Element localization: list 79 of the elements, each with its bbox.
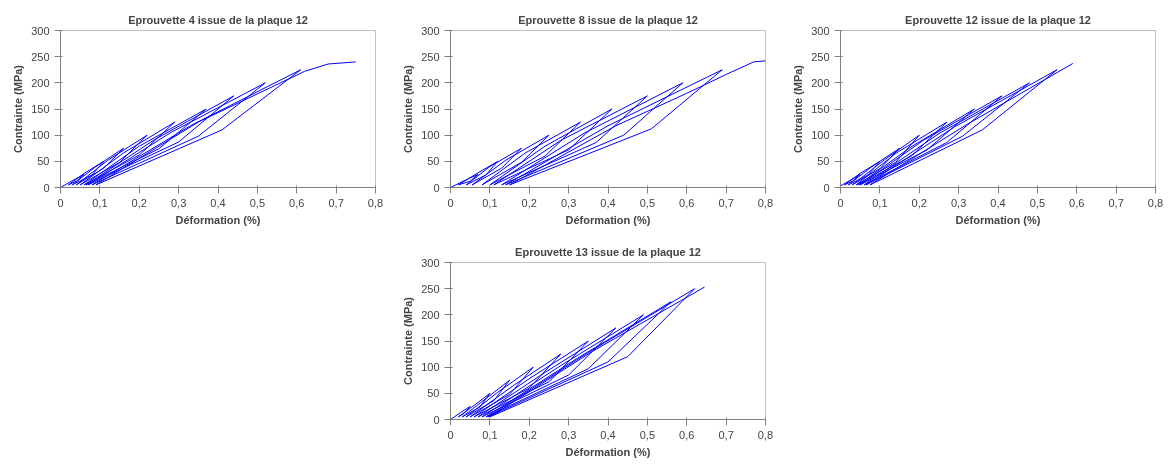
y-tick-label: 200 — [421, 76, 440, 89]
y-tick-label: 50 — [817, 155, 830, 168]
y-tick-label: 150 — [421, 103, 440, 115]
x-tick-label: 0,5 — [639, 428, 656, 441]
x-tick-label: 0,3 — [950, 196, 967, 209]
x-tick-label: 0 — [57, 196, 64, 209]
y-tick-label: 250 — [421, 282, 440, 295]
y-tick-label: 0 — [43, 181, 50, 194]
x-tick-label: 0 — [447, 196, 454, 209]
x-axis-title: Déformation (%) — [175, 213, 261, 226]
y-tick-label: 200 — [811, 76, 830, 89]
x-axis-title: Déformation (%) — [565, 445, 651, 458]
y-tick-label: 50 — [37, 155, 50, 168]
x-tick-label: 0,8 — [1147, 196, 1164, 209]
x-tick-label: 0,6 — [289, 196, 305, 209]
x-tick-label: 0,7 — [718, 196, 734, 209]
x-tick-label: 0,3 — [170, 196, 187, 209]
y-tick-label: 150 — [421, 335, 440, 347]
x-tick-label: 0,6 — [679, 196, 695, 209]
x-tick-label: 0,8 — [757, 196, 774, 209]
y-tick-label: 200 — [31, 76, 50, 89]
x-tick-label: 0,8 — [367, 196, 384, 209]
y-tick-label: 0 — [433, 181, 440, 194]
y-tick-label: 100 — [421, 129, 440, 142]
y-axis-title: Contrainte (MPa) — [12, 64, 25, 153]
y-tick-label: 100 — [421, 361, 440, 374]
y-tick-label: 300 — [421, 256, 440, 269]
line-series — [450, 286, 705, 420]
x-tick-label: 0,3 — [560, 196, 577, 209]
x-tick-label: 0,1 — [482, 428, 498, 441]
x-tick-label: 0,2 — [131, 196, 147, 209]
x-tick-label: 0,4 — [600, 196, 616, 209]
y-tick-label: 50 — [427, 387, 440, 400]
x-tick-label: 0,3 — [560, 428, 577, 441]
y-tick-label: 300 — [421, 24, 440, 37]
x-tick-label: 0,6 — [1069, 196, 1085, 209]
y-tick-label: 300 — [811, 24, 830, 37]
y-tick-label: 0 — [433, 413, 440, 426]
y-tick-label: 250 — [421, 50, 440, 63]
y-axis-title: Contrainte (MPa) — [402, 64, 415, 153]
x-tick-label: 0,4 — [600, 428, 616, 441]
x-tick-label: 0,2 — [911, 196, 927, 209]
y-tick-label: 150 — [31, 103, 50, 115]
chart-title: Eprouvette 13 issue de la plaque 12 — [515, 245, 701, 258]
y-tick-label: 250 — [31, 50, 50, 63]
line-series — [60, 61, 357, 188]
x-tick-label: 0,1 — [872, 196, 888, 209]
x-tick-label: 0,2 — [521, 196, 537, 209]
x-tick-label: 0 — [447, 428, 454, 441]
y-tick-label: 0 — [823, 181, 830, 194]
x-tick-label: 0,1 — [482, 196, 498, 209]
x-tick-label: 0,7 — [1108, 196, 1124, 209]
x-tick-label: 0,6 — [679, 428, 695, 441]
x-tick-label: 0,7 — [328, 196, 344, 209]
y-tick-label: 250 — [811, 50, 830, 63]
x-axis-title: Déformation (%) — [565, 213, 651, 226]
x-tick-label: 0,2 — [521, 428, 537, 441]
x-tick-label: 0,4 — [210, 196, 226, 209]
y-tick-label: 100 — [811, 129, 830, 142]
x-tick-label: 0,5 — [639, 196, 656, 209]
chart-title: Eprouvette 4 issue de la plaque 12 — [128, 13, 308, 26]
y-tick-label: 300 — [31, 24, 50, 37]
x-tick-label: 0,8 — [757, 428, 774, 441]
x-tick-label: 0,1 — [92, 196, 108, 209]
y-axis-title: Contrainte (MPa) — [792, 64, 805, 153]
y-tick-label: 150 — [811, 103, 830, 115]
line-series — [840, 62, 1074, 187]
x-axis-title: Déformation (%) — [955, 213, 1041, 226]
y-axis-title: Contrainte (MPa) — [402, 296, 415, 385]
x-tick-label: 0,7 — [718, 428, 734, 441]
x-tick-label: 0 — [837, 196, 844, 209]
y-tick-label: 200 — [421, 308, 440, 321]
x-tick-label: 0,4 — [990, 196, 1006, 209]
x-tick-label: 0,5 — [249, 196, 266, 209]
x-tick-label: 0,5 — [1029, 196, 1046, 209]
y-tick-label: 100 — [31, 129, 50, 142]
chart-title: Eprouvette 8 issue de la plaque 12 — [518, 13, 698, 26]
y-tick-label: 50 — [427, 155, 440, 168]
chart-title: Eprouvette 12 issue de la plaque 12 — [905, 13, 1091, 26]
